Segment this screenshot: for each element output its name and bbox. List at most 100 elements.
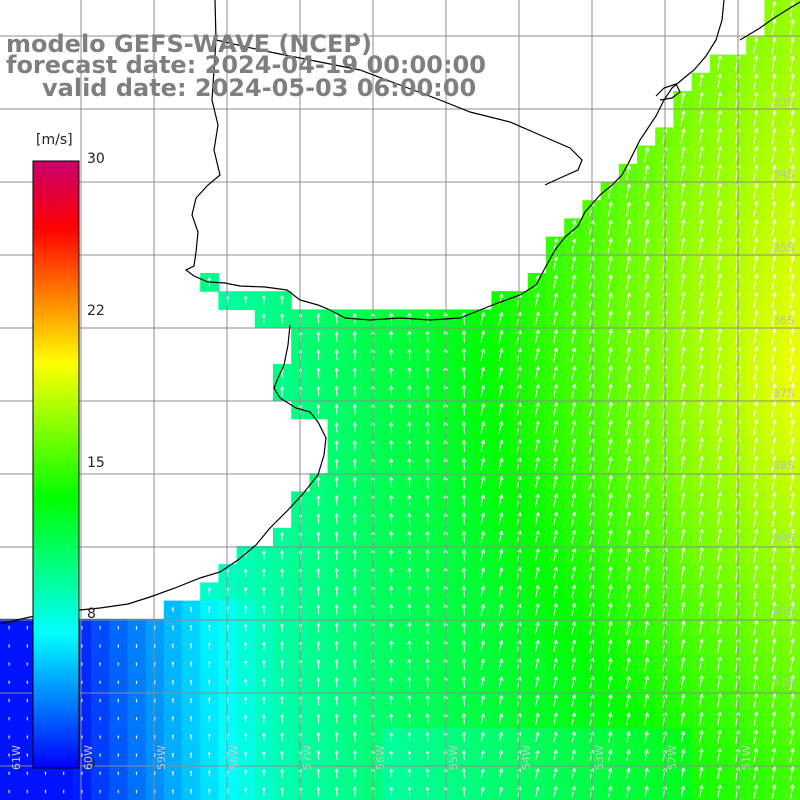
wind-arrow [698,182,704,200]
wind-arrow [99,680,102,684]
wind-arrow [789,346,795,363]
wind-arrow [280,605,284,615]
wind-arrow [626,731,631,743]
wind-arrow [625,310,631,327]
wind-arrow [388,349,394,361]
wind-arrow [480,603,486,616]
wind-arrow [535,566,540,580]
wind-arrow [571,347,577,363]
wind-arrow [607,347,613,363]
wind-arrow [771,546,777,564]
colorbar-tick-15: 15 [87,455,105,471]
wind-arrow [716,583,722,600]
wind-arrow [425,713,430,725]
lon-label: 55W [447,745,460,770]
wind-arrow [171,698,175,703]
wind-arrow [498,421,504,435]
wind-arrow [771,510,777,527]
wind-arrow [644,165,650,181]
wind-arrow [753,656,759,672]
wind-arrow [8,753,11,757]
wind-arrow [790,766,795,781]
wind-arrow [716,237,722,254]
wind-arrow [171,716,175,722]
wind-arrow [189,770,193,776]
wind-arrow [607,493,613,508]
wind-arrow [334,513,339,524]
wind-arrow [407,750,412,760]
wind-arrow [553,311,559,326]
wind-arrow [389,367,394,379]
wind-arrow [680,383,686,400]
wind-arrow [534,512,540,526]
wind-arrow [607,238,613,254]
wind-arrow [644,529,650,545]
wind-arrow [644,675,649,690]
wind-arrow [625,201,631,217]
wind-arrow [535,768,540,779]
lat-label: 35S [773,241,794,254]
wind-arrow [789,292,795,309]
wind-arrow [698,419,704,436]
wind-arrow [644,183,650,199]
wind-arrow [644,712,649,726]
wind-arrow [698,164,704,181]
wind-arrow [644,401,650,418]
wind-arrow [316,477,321,488]
lat-label: 36S [773,314,794,327]
wind-arrow [680,273,686,291]
wind-arrow [790,784,795,799]
wind-arrow [553,420,559,435]
wind-arrow [753,73,759,90]
wind-arrow [480,786,485,797]
wind-arrow [389,458,394,470]
wind-arrow [334,549,339,561]
wind-arrow [352,732,357,742]
wind-arrow [535,585,540,598]
wind-arrow [498,603,504,616]
wind-arrow [698,748,704,762]
wind-arrow [625,511,631,526]
wind-arrow [607,529,613,544]
wind-arrow [535,658,540,671]
wind-arrow [644,547,650,563]
wind-arrow [171,734,175,740]
wind-arrow [553,274,559,290]
wind-arrow [644,346,650,363]
wind-arrow [753,237,759,254]
wind-arrow [26,717,29,721]
wind-arrow [607,383,613,399]
wind-arrow [680,529,686,545]
wind-arrow [771,474,777,491]
wind-arrow [607,657,613,671]
wind-arrow [571,329,577,344]
wind-arrow [8,735,11,739]
wind-arrow [8,662,11,666]
wind-arrow [698,346,704,363]
wind-arrow [571,365,577,381]
wind-arrow [389,640,394,652]
wind-arrow [407,695,412,706]
wind-arrow [480,330,486,343]
wind-arrow [425,567,430,579]
coastline-argentina [0,324,327,625]
wind-arrow [771,164,777,181]
wind-arrow [716,201,722,218]
lat-label: 40S [773,605,794,618]
wind-arrow [334,385,339,397]
wind-arrow [117,644,120,648]
wind-arrow [753,711,759,727]
wind-arrow [135,662,138,666]
wind-arrow [425,640,430,652]
wind-arrow [753,401,759,418]
wind-arrow [243,295,248,305]
wind-arrow [625,274,631,290]
wind-arrow [789,455,795,473]
wind-arrow [461,622,467,634]
wind-arrow [753,766,759,781]
wind-arrow [425,604,430,616]
wind-arrow [771,73,777,90]
wind-arrow [498,750,503,761]
wind-arrow [771,419,777,436]
wind-arrow [789,437,795,454]
